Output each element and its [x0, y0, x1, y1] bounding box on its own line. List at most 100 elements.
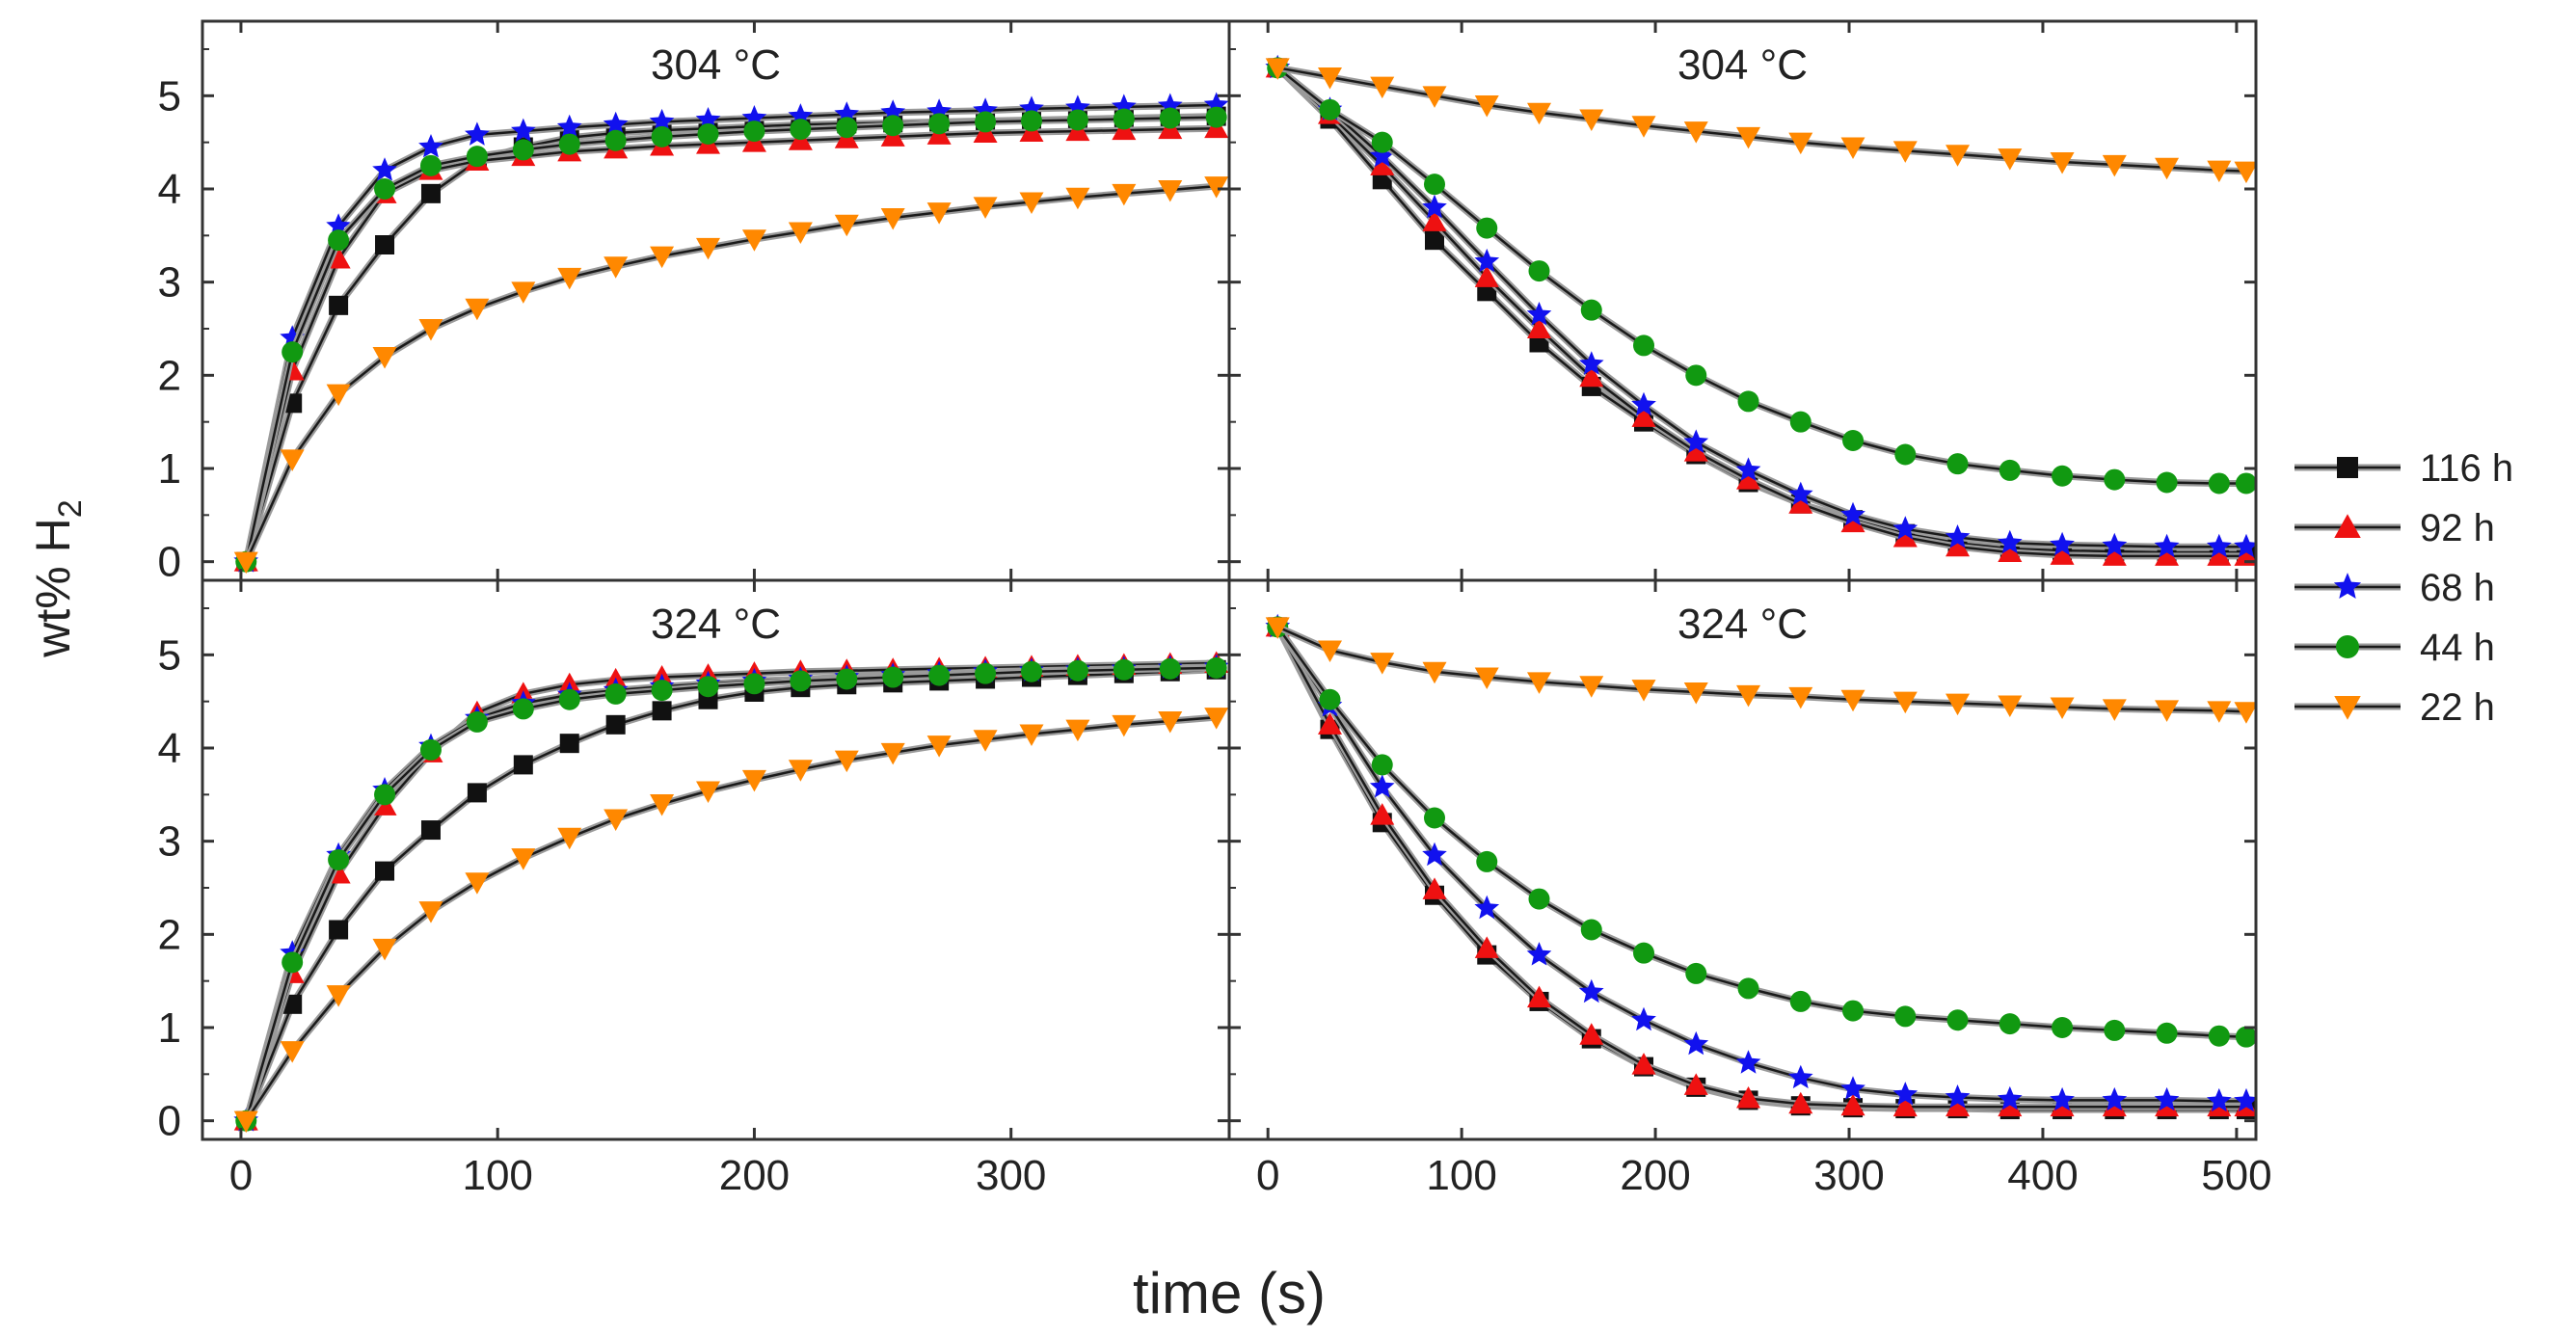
data-point: [2234, 1087, 2256, 1112]
data-point: [375, 861, 395, 881]
series-line: [1276, 626, 2247, 713]
data-point: [2155, 544, 2180, 566]
data-point: [1113, 658, 1135, 681]
data-point: [2052, 465, 2074, 487]
legend-marker: [2337, 457, 2358, 478]
data-point: [558, 688, 580, 710]
data-point: [1474, 667, 1499, 690]
data-point: [2104, 468, 2126, 491]
data-point: [2207, 160, 2232, 183]
data-point: [513, 755, 533, 775]
data-point: [2208, 1025, 2230, 1047]
data-point: [697, 676, 719, 698]
data-point: [1840, 1093, 1865, 1116]
legend-item-22-h: 22 h: [2294, 686, 2495, 729]
data-point: [1065, 719, 1090, 742]
data-point: [928, 113, 951, 135]
data-point: [2050, 1086, 2075, 1111]
data-point: [1317, 640, 1342, 662]
data-point: [1736, 126, 1761, 149]
data-point: [926, 202, 952, 225]
data-point: [280, 449, 305, 471]
data-point: [1319, 688, 1341, 710]
data-point: [1631, 1006, 1656, 1031]
data-point: [975, 111, 997, 133]
data-point: [2235, 472, 2256, 495]
x-tick-label: 100: [462, 1152, 532, 1199]
data-point: [604, 256, 629, 279]
data-point: [1158, 710, 1183, 734]
data-point: [1735, 1050, 1761, 1074]
data-point: [790, 119, 812, 141]
data-point: [1998, 1094, 2023, 1117]
data-point: [1736, 1085, 1761, 1109]
series-68-h: [1265, 54, 2256, 558]
legend-label: 44 h: [2420, 627, 2495, 669]
series-line: [245, 126, 1217, 562]
data-point: [1526, 942, 1552, 966]
data-point: [1789, 990, 1811, 1012]
legend-marker: [2334, 514, 2361, 538]
data-point: [2155, 157, 2180, 180]
data-point: [1842, 430, 1865, 451]
data-point: [1159, 657, 1181, 680]
data-point: [1474, 936, 1499, 958]
data-point: [2234, 161, 2256, 184]
data-point: [375, 235, 395, 254]
data-point: [2050, 531, 2075, 556]
data-point: [1683, 682, 1708, 705]
x-tick-label: 0: [229, 1152, 253, 1199]
data-point: [1476, 217, 1498, 239]
data-point: [1892, 691, 1918, 714]
panel-bottom-left-absorption: 0 1 2 3 4 5 0 100 200 300 324 °C: [158, 578, 1231, 1199]
data-point: [1422, 194, 1447, 219]
data-point: [973, 730, 998, 752]
data-point: [604, 129, 627, 151]
data-point: [1945, 1094, 1971, 1117]
series-22-h: [233, 708, 1229, 1134]
data-point: [1424, 174, 1445, 196]
data-point: [1892, 525, 1918, 548]
data-point: [1422, 877, 1447, 899]
x-tick-label: 100: [1426, 1152, 1496, 1199]
x-tick-label: 0: [1256, 1152, 1279, 1199]
data-point: [650, 246, 675, 269]
data-point: [836, 668, 858, 690]
data-point: [741, 229, 766, 252]
data-point: [2234, 533, 2256, 558]
data-point: [1892, 141, 1918, 163]
data-point: [1528, 888, 1550, 910]
data-point: [1113, 108, 1135, 130]
data-point: [1683, 440, 1708, 462]
data-point: [556, 114, 582, 139]
data-point: [2154, 533, 2180, 558]
data-point: [1579, 364, 1604, 388]
data-point: [1736, 468, 1761, 490]
series-44-h: [1267, 57, 2256, 495]
data-point: [2102, 699, 2127, 721]
data-point: [1894, 443, 1917, 466]
data-point: [788, 222, 813, 244]
data-point: [1205, 106, 1227, 128]
series-92-h: [1265, 55, 2256, 566]
y-tick-label: 5: [158, 72, 181, 120]
data-point: [1840, 689, 1865, 712]
series-line: [245, 668, 1217, 1122]
data-point: [1789, 411, 1811, 433]
legend-item-44-h: 44 h: [2294, 627, 2495, 669]
data-point: [1319, 98, 1341, 120]
data-point: [1205, 656, 1227, 679]
data-point: [1631, 405, 1656, 427]
data-point: [1579, 1023, 1604, 1045]
data-point: [420, 183, 441, 203]
legend-item-92-h: 92 h: [2294, 507, 2495, 549]
y-axis-title: wt% H2: [26, 499, 89, 657]
series-line: [245, 666, 1217, 1122]
panel-title: 324 °C: [651, 601, 781, 648]
data-point: [1474, 95, 1499, 118]
data-point: [328, 849, 350, 870]
data-point: [1736, 684, 1761, 708]
data-point: [1158, 179, 1183, 202]
panel-top-left-absorption: 0 1 2 3 4 5 304 °C: [158, 19, 1231, 586]
